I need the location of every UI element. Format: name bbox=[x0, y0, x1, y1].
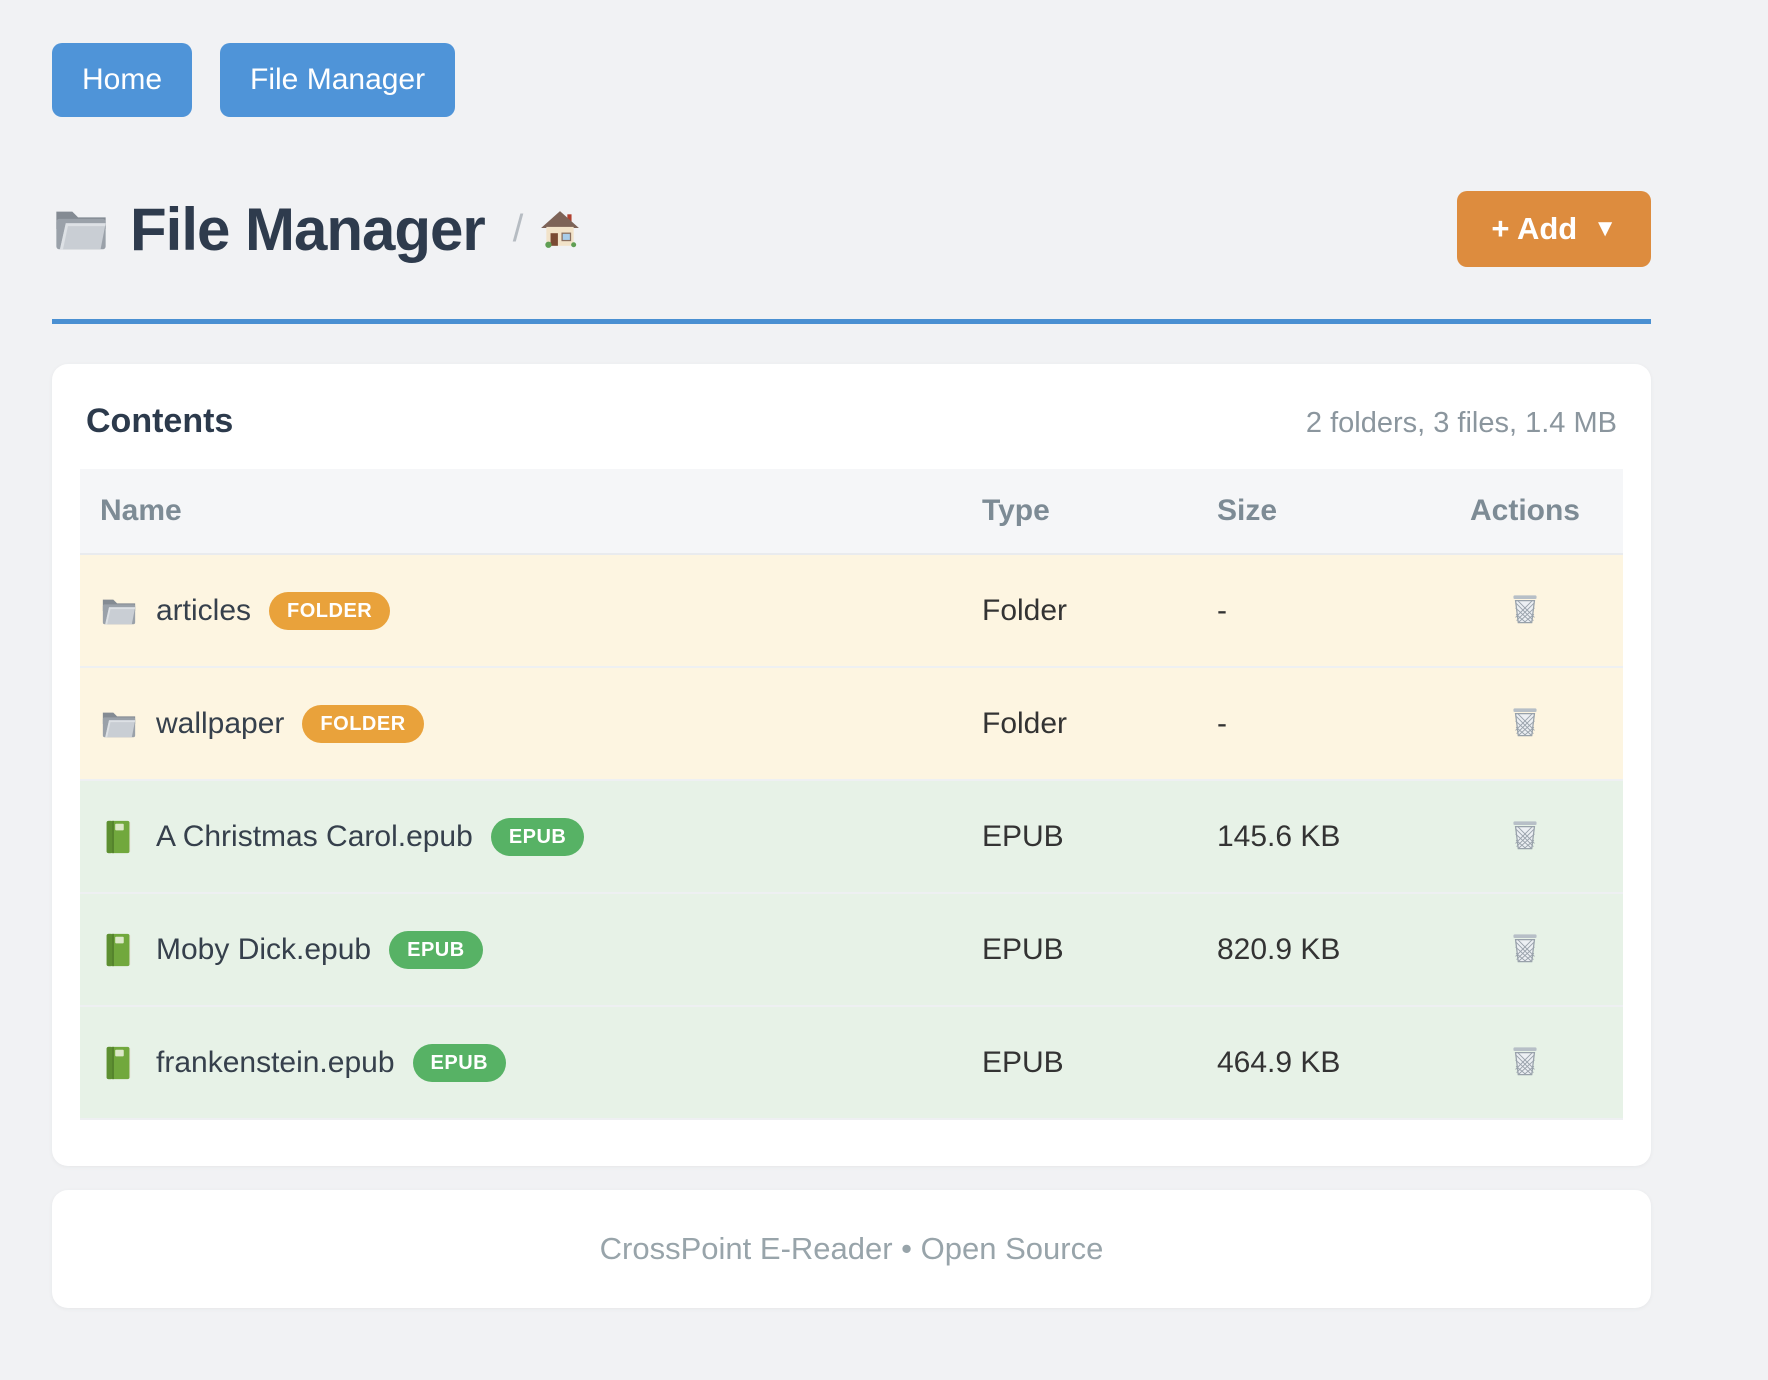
column-header-name: Name bbox=[80, 469, 962, 555]
trash-icon bbox=[1504, 701, 1546, 743]
trash-icon bbox=[1504, 927, 1546, 969]
trash-icon bbox=[1504, 588, 1546, 630]
item-size: 820.9 KB bbox=[1197, 893, 1427, 1007]
add-button-label: + Add bbox=[1491, 211, 1578, 246]
folder-icon bbox=[100, 705, 138, 743]
contents-card-header: Contents 2 folders, 3 files, 1.4 MB bbox=[80, 402, 1623, 441]
delete-button[interactable] bbox=[1500, 697, 1550, 747]
table-row: Moby Dick.epub EPUB EPUB 820.9 KB bbox=[80, 893, 1623, 1007]
item-name-link[interactable]: wallpaper bbox=[156, 706, 285, 740]
item-name-link[interactable]: articles bbox=[156, 593, 252, 627]
column-header-type: Type bbox=[962, 469, 1197, 555]
page-title: File Manager bbox=[130, 195, 486, 263]
footer-card: CrossPoint E-Reader • Open Source bbox=[52, 1190, 1651, 1308]
item-type: EPUB bbox=[962, 780, 1197, 894]
epub-badge: EPUB bbox=[389, 930, 483, 969]
book-icon bbox=[100, 818, 138, 856]
table-header-row: Name Type Size Actions bbox=[80, 469, 1623, 555]
page: Home File Manager File Manager / + Add ▼… bbox=[52, 0, 1651, 1308]
item-type: Folder bbox=[962, 667, 1197, 781]
file-table: Name Type Size Actions articles FOLDER bbox=[80, 469, 1623, 1120]
folder-icon bbox=[100, 592, 138, 630]
footer-text: CrossPoint E-Reader • Open Source bbox=[599, 1231, 1104, 1266]
item-name-link[interactable]: A Christmas Carol.epub bbox=[156, 819, 473, 853]
column-header-size: Size bbox=[1197, 469, 1427, 555]
folder-icon bbox=[52, 200, 110, 258]
nav-file-manager-button[interactable]: File Manager bbox=[220, 43, 456, 117]
trash-icon bbox=[1504, 1040, 1546, 1082]
book-icon bbox=[100, 931, 138, 969]
home-icon[interactable] bbox=[539, 208, 581, 250]
contents-summary: 2 folders, 3 files, 1.4 MB bbox=[1305, 407, 1617, 439]
delete-button[interactable] bbox=[1500, 1036, 1550, 1086]
table-row: articles FOLDER Folder - bbox=[80, 554, 1623, 668]
book-icon bbox=[100, 1044, 138, 1082]
title-group: File Manager / bbox=[52, 195, 581, 264]
contents-card: Contents 2 folders, 3 files, 1.4 MB Name… bbox=[52, 364, 1651, 1166]
item-size: 464.9 KB bbox=[1197, 1006, 1427, 1120]
item-type: EPUB bbox=[962, 893, 1197, 1007]
contents-heading: Contents bbox=[86, 402, 234, 440]
item-name-link[interactable]: Moby Dick.epub bbox=[156, 932, 372, 966]
breadcrumb-separator: / bbox=[512, 207, 524, 250]
delete-button[interactable] bbox=[1500, 923, 1550, 973]
add-button[interactable]: + Add ▼ bbox=[1457, 191, 1651, 267]
item-size: - bbox=[1197, 667, 1427, 781]
item-name-link[interactable]: frankenstein.epub bbox=[156, 1045, 395, 1079]
top-nav: Home File Manager bbox=[52, 43, 1651, 117]
item-size: 145.6 KB bbox=[1197, 780, 1427, 894]
delete-button[interactable] bbox=[1500, 584, 1550, 634]
table-row: frankenstein.epub EPUB EPUB 464.9 KB bbox=[80, 1006, 1623, 1120]
folder-badge: FOLDER bbox=[302, 704, 424, 743]
item-type: EPUB bbox=[962, 1006, 1197, 1120]
page-header: File Manager / + Add ▼ bbox=[52, 191, 1651, 324]
item-type: Folder bbox=[962, 554, 1197, 668]
delete-button[interactable] bbox=[1500, 810, 1550, 860]
folder-badge: FOLDER bbox=[269, 591, 391, 630]
nav-home-button[interactable]: Home bbox=[52, 43, 193, 117]
table-row: A Christmas Carol.epub EPUB EPUB 145.6 K… bbox=[80, 780, 1623, 894]
column-header-actions: Actions bbox=[1427, 469, 1623, 555]
breadcrumb: / bbox=[513, 208, 582, 251]
trash-icon bbox=[1504, 814, 1546, 856]
epub-badge: EPUB bbox=[412, 1043, 507, 1082]
epub-badge: EPUB bbox=[490, 817, 585, 856]
item-size: - bbox=[1197, 554, 1427, 668]
chevron-down-icon: ▼ bbox=[1593, 215, 1617, 242]
table-row: wallpaper FOLDER Folder - bbox=[80, 667, 1623, 781]
